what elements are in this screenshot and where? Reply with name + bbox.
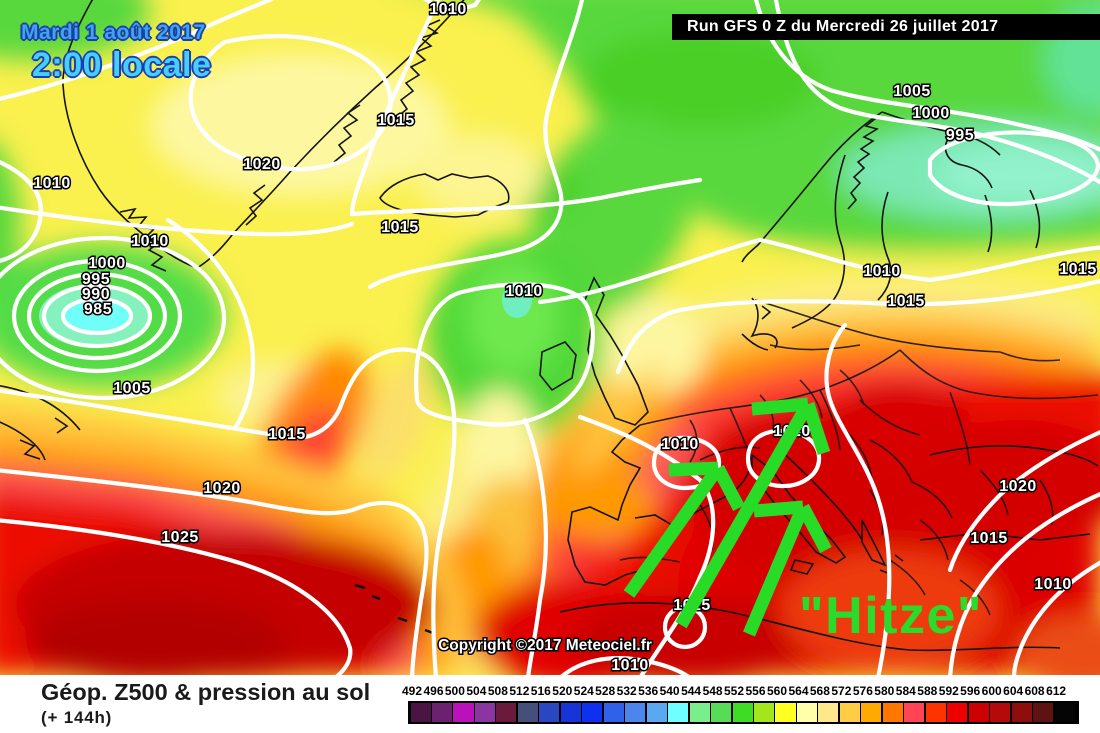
svg-text:1015: 1015 <box>887 293 925 310</box>
svg-text:990: 990 <box>82 286 110 303</box>
svg-text:1025: 1025 <box>161 529 199 546</box>
svg-text:1010: 1010 <box>131 233 169 250</box>
svg-text:1010: 1010 <box>1034 576 1072 593</box>
svg-text:1015: 1015 <box>381 219 419 236</box>
svg-text:1015: 1015 <box>268 426 306 443</box>
svg-text:985: 985 <box>84 301 112 318</box>
svg-text:1010: 1010 <box>611 657 649 674</box>
svg-text:995: 995 <box>82 271 110 288</box>
svg-text:1015: 1015 <box>1059 261 1097 278</box>
svg-text:1010: 1010 <box>863 263 901 280</box>
svg-text:1005: 1005 <box>893 83 931 100</box>
svg-text:1000: 1000 <box>88 255 126 272</box>
svg-text:Copyright ©2017 Meteociel.fr: Copyright ©2017 Meteociel.fr <box>438 637 652 654</box>
svg-text:1000: 1000 <box>912 105 950 122</box>
svg-text:1020: 1020 <box>243 156 281 173</box>
svg-text:1005: 1005 <box>113 380 151 397</box>
svg-text:"Hitze": "Hitze" <box>799 587 983 645</box>
svg-text:1020: 1020 <box>203 480 241 497</box>
svg-text:1015: 1015 <box>970 530 1008 547</box>
svg-text:1010: 1010 <box>505 283 543 300</box>
svg-text:1020: 1020 <box>999 478 1037 495</box>
svg-text:995: 995 <box>946 127 974 144</box>
svg-text:1010: 1010 <box>33 175 71 192</box>
svg-text:1010: 1010 <box>429 1 467 18</box>
svg-text:1015: 1015 <box>377 112 415 129</box>
svg-text:1010: 1010 <box>661 436 699 453</box>
